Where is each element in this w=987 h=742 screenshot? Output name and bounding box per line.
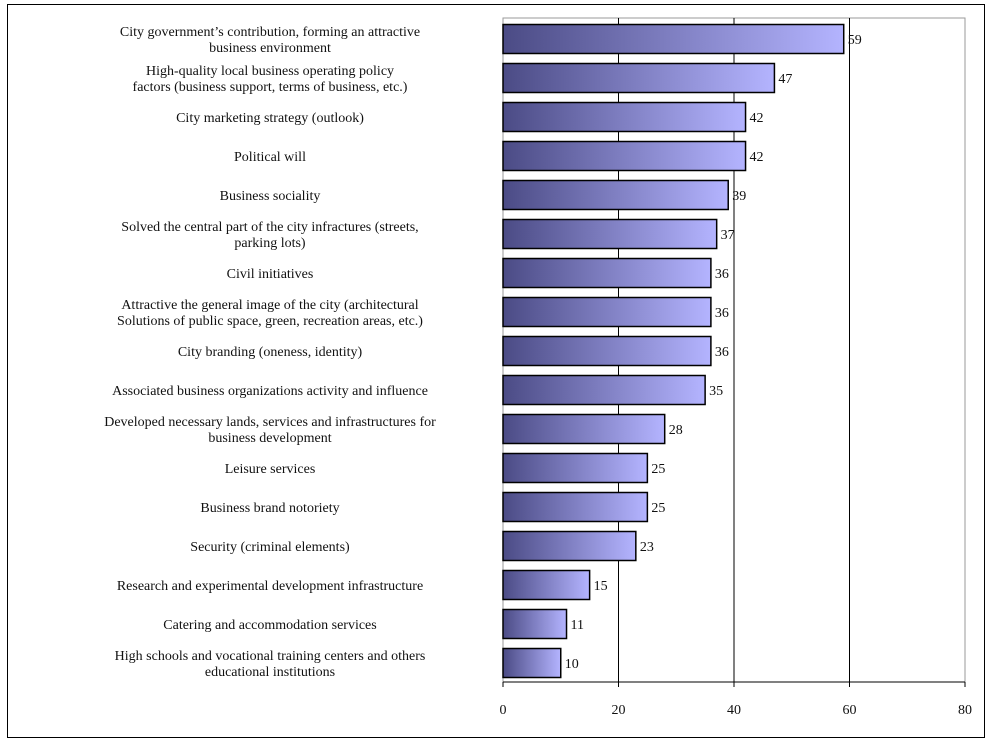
category-label-line: Attractive the general image of the city… [121, 298, 418, 313]
value-label: 36 [715, 306, 729, 321]
bar [502, 647, 562, 679]
category-label-line: City government’s contribution, forming … [120, 25, 420, 40]
category-label-line: Solved the central part of the city infr… [121, 220, 418, 235]
category-label-line: educational institutions [205, 665, 335, 680]
category-label: Catering and accommodation services [163, 618, 376, 633]
category-label: Attractive the general image of the city… [117, 298, 423, 329]
x-tick-label: 80 [958, 703, 972, 718]
value-labels: 59 47 42 42 39 37 36 36 36 35 28 25 25 23 15 11 10 [565, 33, 862, 672]
value-label: 23 [640, 540, 654, 555]
category-label: Research and experimental development in… [117, 579, 423, 594]
category-label-line: business development [208, 431, 331, 446]
value-label: 59 [848, 33, 862, 48]
bar [502, 179, 729, 211]
bar [502, 413, 666, 445]
value-label: 42 [750, 111, 764, 126]
value-label: 10 [565, 657, 579, 672]
x-axis: 0 20 40 60 80 [500, 681, 972, 718]
category-label: Leisure services [225, 462, 316, 477]
category-label: Political will [234, 150, 306, 165]
bar [502, 23, 845, 55]
category-label-line: High schools and vocational training cen… [115, 649, 426, 664]
category-label: Associated business organizations activi… [112, 384, 428, 399]
category-label: City marketing strategy (outlook) [176, 111, 364, 126]
category-label-line: Developed necessary lands, services and … [104, 415, 436, 430]
bar [502, 530, 637, 562]
value-label: 15 [594, 579, 608, 594]
category-label-line: Political will [234, 150, 306, 165]
category-label-line: Solutions of public space, green, recrea… [117, 314, 423, 329]
bar [502, 101, 747, 133]
bar [502, 257, 712, 289]
bar [502, 452, 649, 484]
category-label-line: Security (criminal elements) [190, 540, 350, 555]
category-label: High schools and vocational training cen… [115, 649, 426, 680]
x-tick-label: 60 [843, 703, 857, 718]
category-label: City branding (oneness, identity) [178, 345, 363, 360]
value-label: 39 [732, 189, 746, 204]
category-label: City government’s contribution, forming … [120, 25, 420, 56]
category-label: Business sociality [220, 189, 321, 204]
category-label-line: Civil initiatives [227, 267, 314, 282]
category-label-line: parking lots) [234, 236, 305, 251]
category-label: Business brand notoriety [200, 501, 339, 516]
value-label: 25 [651, 462, 665, 477]
value-label: 37 [721, 228, 735, 243]
category-label-line: Business sociality [220, 189, 321, 204]
bar [502, 296, 712, 328]
bar [502, 608, 568, 640]
x-tick-label: 0 [500, 703, 507, 718]
bar [502, 335, 712, 367]
category-label-line: City marketing strategy (outlook) [176, 111, 364, 126]
bar [502, 491, 649, 523]
value-label: 28 [669, 423, 683, 438]
value-label: 25 [651, 501, 665, 516]
category-label: Developed necessary lands, services and … [104, 415, 436, 446]
bar [502, 218, 718, 250]
category-label-line: Business brand notoriety [200, 501, 339, 516]
category-label-line: City branding (oneness, identity) [178, 345, 363, 360]
bars [502, 23, 845, 679]
category-label-line: High-quality local business operating po… [146, 64, 394, 79]
value-label: 36 [715, 267, 729, 282]
category-label-line: Research and experimental development in… [117, 579, 423, 594]
x-tick-label: 20 [612, 703, 626, 718]
category-label-line: Catering and accommodation services [163, 618, 376, 633]
category-label-line: Leisure services [225, 462, 316, 477]
category-label: Security (criminal elements) [190, 540, 350, 555]
x-tick-label: 40 [727, 703, 741, 718]
bar [502, 62, 776, 94]
bar [502, 374, 706, 406]
category-labels: City government’s contribution, forming … [104, 25, 436, 680]
bar [502, 569, 591, 601]
category-label: High-quality local business operating po… [133, 64, 408, 95]
value-label: 42 [750, 150, 764, 165]
category-label-line: business environment [209, 41, 331, 56]
category-label-line: Associated business organizations activi… [112, 384, 428, 399]
category-label: Solved the central part of the city infr… [121, 220, 418, 251]
value-label: 36 [715, 345, 729, 360]
bar [502, 140, 747, 172]
value-label: 47 [778, 72, 792, 87]
value-label: 11 [571, 618, 584, 633]
category-label-line: factors (business support, terms of busi… [133, 80, 408, 95]
category-label: Civil initiatives [227, 267, 314, 282]
value-label: 35 [709, 384, 723, 399]
